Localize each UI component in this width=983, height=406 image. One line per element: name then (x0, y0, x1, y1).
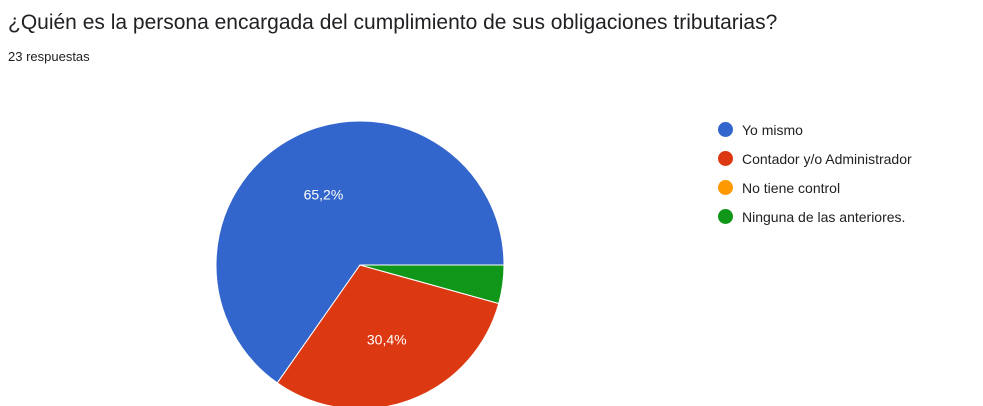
pie-slice-contador[interactable] (276, 264, 500, 406)
legend-swatch-yo-mismo (718, 122, 733, 137)
data-label-contador: 30,4% (367, 332, 407, 348)
chart-legend: Yo mismo Contador y/o Administrador No t… (718, 119, 912, 235)
legend-item-contador[interactable]: Contador y/o Administrador (718, 148, 912, 169)
legend-swatch-no-tiene-control (718, 180, 733, 195)
data-label-yo-mismo: 65,2% (304, 187, 344, 203)
legend-item-yo-mismo[interactable]: Yo mismo (718, 119, 912, 140)
legend-label: No tiene control (742, 179, 841, 196)
pie-slice-ninguna[interactable] (359, 264, 505, 305)
legend-item-ninguna[interactable]: Ninguna de las anteriores. (718, 206, 912, 227)
legend-label: Yo mismo (742, 121, 803, 138)
response-count: 23 respuestas (8, 49, 90, 64)
pie-slice-yo-mismo[interactable] (215, 120, 505, 384)
legend-item-no-tiene-control[interactable]: No tiene control (718, 177, 912, 198)
question-title: ¿Quién es la persona encargada del cumpl… (8, 11, 778, 34)
legend-label: Contador y/o Administrador (742, 150, 912, 167)
legend-swatch-contador (718, 151, 733, 166)
legend-label: Ninguna de las anteriores. (742, 208, 906, 225)
legend-swatch-ninguna (718, 209, 733, 224)
